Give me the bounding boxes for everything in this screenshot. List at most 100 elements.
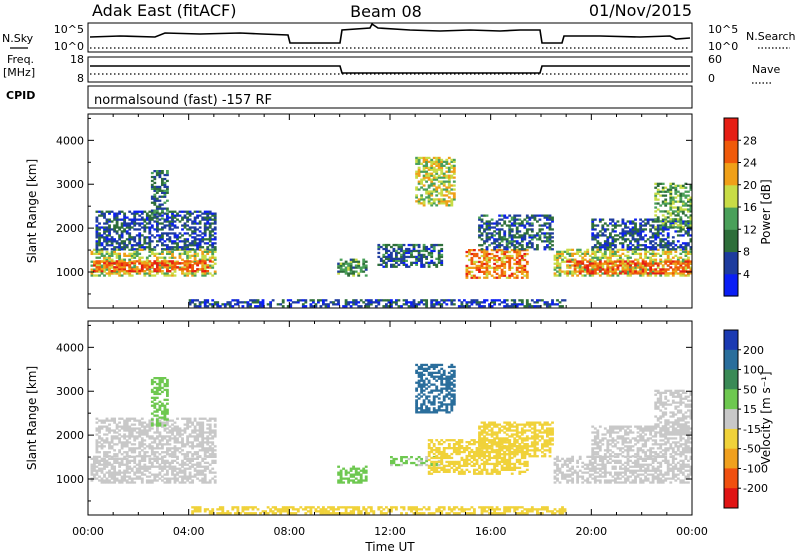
data-cell — [661, 272, 665, 275]
data-cell — [407, 265, 411, 268]
data-cell — [435, 188, 439, 191]
data-cell — [138, 268, 142, 271]
data-cell — [261, 510, 265, 513]
data-cell — [352, 258, 356, 261]
data-cell — [561, 258, 564, 261]
data-cell — [176, 262, 179, 265]
data-cell — [440, 259, 444, 262]
data-cell — [468, 266, 471, 269]
data-cell — [226, 303, 230, 306]
data-cell — [110, 457, 114, 460]
data-cell — [483, 266, 486, 269]
data-cell — [495, 232, 499, 235]
data-cell — [120, 445, 124, 448]
data-cell — [412, 245, 416, 249]
data-cell — [621, 242, 625, 245]
data-cell — [639, 262, 643, 265]
data-cell — [145, 236, 149, 239]
beam-title: Beam 08 — [350, 2, 422, 21]
data-cell — [286, 506, 290, 509]
data-cell — [548, 248, 552, 251]
data-cell — [140, 222, 144, 225]
data-cell — [231, 305, 235, 308]
data-cell — [103, 465, 106, 468]
data-cell — [113, 449, 117, 452]
data-cell — [611, 264, 615, 267]
data-cell — [176, 429, 179, 432]
data-cell — [158, 236, 162, 239]
data-cell — [437, 255, 441, 259]
data-cell — [113, 419, 117, 422]
data-cell — [166, 238, 169, 241]
data-cell — [100, 447, 104, 450]
data-cell — [447, 178, 451, 181]
data-cell — [128, 222, 132, 225]
data-cell — [156, 461, 159, 464]
data-cell — [173, 449, 177, 452]
data-cell — [218, 305, 222, 308]
data-cell — [198, 417, 202, 420]
data-cell — [140, 264, 144, 267]
data-cell — [213, 419, 217, 422]
data-cell — [100, 252, 104, 255]
data-cell — [108, 419, 111, 422]
data-cell — [684, 252, 688, 255]
data-cell — [254, 299, 257, 302]
data-cell — [128, 455, 132, 458]
data-cell — [289, 506, 293, 509]
data-cell — [193, 216, 197, 219]
data-cell — [551, 244, 554, 247]
data-cell — [161, 226, 164, 229]
data-cell — [249, 305, 252, 308]
data-cell — [513, 224, 517, 227]
data-cell — [490, 234, 494, 237]
data-cell — [155, 388, 159, 392]
data-cell — [196, 429, 200, 432]
data-cell — [105, 252, 109, 255]
data-cell — [644, 224, 648, 227]
data-cell — [203, 270, 207, 273]
data-cell — [201, 479, 205, 482]
data-cell — [676, 200, 680, 203]
data-cell — [123, 228, 127, 231]
data-cell — [196, 246, 200, 249]
data-cell — [183, 467, 187, 470]
data-cell — [606, 274, 610, 277]
data-cell — [654, 220, 658, 223]
data-cell — [166, 418, 169, 421]
data-cell — [98, 256, 101, 259]
data-cell — [367, 305, 371, 308]
data-cell — [176, 449, 179, 452]
data-cell — [500, 224, 504, 227]
data-cell — [634, 232, 637, 235]
data-cell — [515, 256, 519, 260]
data-cell — [203, 228, 207, 231]
data-cell — [591, 260, 595, 263]
data-cell — [382, 265, 386, 268]
data-cell — [203, 258, 207, 261]
data-cell — [505, 254, 509, 258]
data-cell — [178, 220, 182, 223]
data-cell — [387, 259, 391, 262]
data-cell — [425, 162, 429, 165]
data-cell — [649, 240, 653, 243]
data-cell — [145, 216, 149, 219]
data-cell — [203, 467, 207, 470]
data-cell — [646, 256, 650, 259]
data-cell — [639, 224, 643, 227]
data-cell — [166, 423, 169, 426]
data-cell — [198, 461, 202, 464]
data-cell — [432, 182, 436, 185]
data-cell — [196, 461, 200, 464]
data-cell — [281, 510, 285, 513]
data-cell — [651, 248, 655, 251]
data-cell — [666, 258, 670, 261]
data-cell — [367, 301, 371, 304]
data-cell — [188, 226, 192, 229]
data-cell — [148, 475, 152, 478]
data-cell — [244, 301, 247, 304]
data-cell — [518, 214, 522, 217]
data-cell — [687, 226, 690, 229]
data-cell — [420, 170, 424, 173]
data-cell — [656, 198, 660, 201]
